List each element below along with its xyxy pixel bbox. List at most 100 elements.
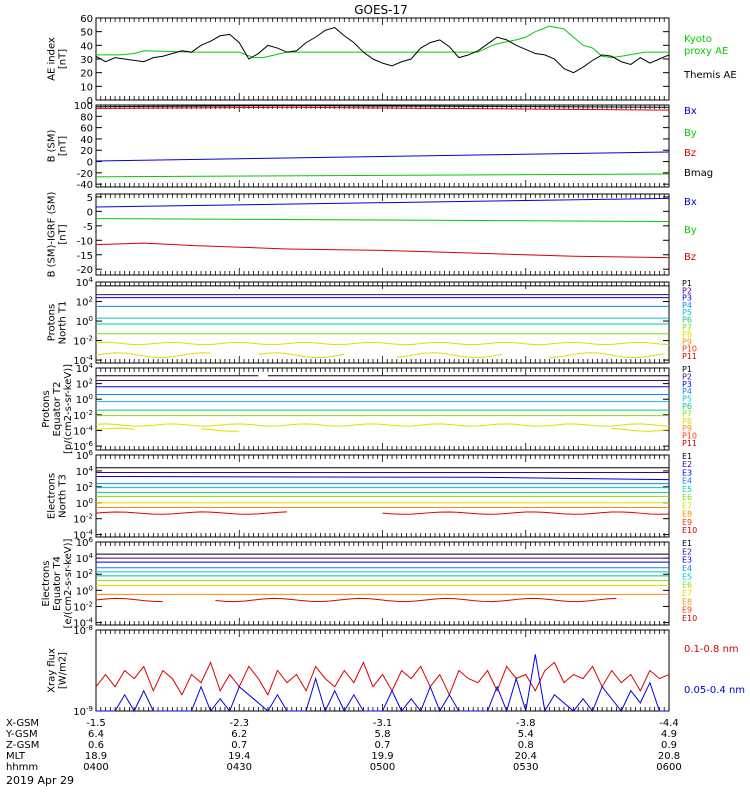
orbit-value: 5.4 (518, 729, 534, 740)
legend-entry: P8 (682, 330, 692, 339)
y-tick-exponent: -8 (86, 624, 93, 632)
legend-entry: Bmag (684, 168, 713, 179)
legend-entry: P11 (682, 352, 697, 361)
series-line-E3 (95, 475, 670, 481)
orbit-value: -2.3 (229, 718, 249, 729)
series-segment-P9 (200, 428, 240, 432)
legend-entry: P9 (682, 337, 692, 346)
series-line-Bx (95, 197, 670, 208)
y-tick-exponent: 6 (89, 449, 94, 457)
legend-entry: P8 (682, 417, 692, 426)
y-axis-label: North T3 (58, 474, 69, 518)
series-line-Themis AE (95, 27, 670, 74)
series-segment-P9 (95, 427, 135, 431)
legend-entry: Bx (684, 197, 697, 208)
legend-entry: E4 (682, 477, 692, 486)
y-tick-exponent: 0 (89, 315, 93, 323)
legend-entry: By (684, 225, 697, 236)
y-tick-label: 30 (80, 55, 93, 66)
y-tick-label: 100 (76, 315, 93, 328)
orbit-value: 19.9 (371, 751, 393, 762)
y-axis-label: B (SM) (47, 129, 58, 162)
series-group (95, 375, 670, 432)
y-tick-exponent: -2 (86, 600, 93, 608)
legend-entry: P11 (682, 439, 697, 448)
series-line-Kyoto proxy AE (96, 25, 669, 59)
legend-entry: E6 (682, 581, 692, 590)
series-segment-P9 (95, 352, 211, 359)
orbit-value: 6.4 (88, 729, 104, 740)
x-ticks (95, 630, 670, 711)
y-tick-exponent: 2 (89, 378, 93, 386)
y-tick-exponent: 2 (89, 481, 93, 489)
y-tick-exponent: 4 (89, 465, 94, 473)
y-tick-label: 0 (87, 158, 93, 169)
series-group (95, 197, 670, 259)
panel-frame (95, 281, 670, 364)
y-tick-exponent: 6 (89, 536, 94, 544)
y-tick-label: -5 (83, 222, 93, 233)
y-axis-label: Equator T2 (52, 382, 63, 437)
series-segment-P9 (258, 352, 345, 359)
legend-entry: 0.05-0.4 nm (684, 685, 745, 696)
y-tick-label: 100 (76, 497, 93, 510)
y-tick-label: 0 (87, 207, 93, 218)
y-tick-label: 10-2 (73, 335, 93, 348)
legend-entry: P5 (682, 308, 692, 317)
orbit-value: 4.9 (661, 729, 677, 740)
y-tick-label: -10 (77, 236, 93, 247)
legend-entry: P1 (682, 279, 692, 288)
series-line-0.05-0.4 nm (96, 654, 669, 713)
legend-entry: P4 (682, 387, 692, 396)
legend-entry: E5 (682, 485, 692, 494)
y-tick-label: 60 (80, 14, 93, 25)
y-tick-exponent: -2 (86, 335, 93, 343)
orbit-row-label: Y-GSM (5, 729, 38, 740)
legend-entry: Kyoto (684, 34, 712, 45)
series-group (95, 654, 670, 713)
y-axis-label: Protons (47, 304, 58, 341)
legend-entry: E9 (682, 518, 692, 527)
y-tick-label: 100 (74, 101, 93, 112)
orbit-value: -3.1 (373, 718, 393, 729)
series-group (95, 285, 670, 359)
legend-entry: P6 (682, 402, 692, 411)
x-ticks (95, 282, 670, 363)
legend-entry: proxy AE (684, 46, 728, 57)
legend-entry: P4 (682, 301, 692, 310)
y-tick-label: 60 (80, 124, 93, 135)
orbit-value: 0.7 (231, 740, 247, 751)
legend-entry: E7 (682, 589, 692, 598)
orbit-value: 0430 (227, 762, 252, 773)
y-tick-label: 10-9 (73, 705, 93, 718)
orbit-value: 0530 (513, 762, 538, 773)
y-tick-label: 40 (80, 41, 93, 52)
series-line-Bz (95, 242, 670, 259)
y-tick-label: 106 (76, 449, 94, 462)
series-line-Bz (95, 106, 670, 111)
legend-entry: E9 (682, 606, 692, 615)
y-tick-label: 100 (76, 584, 93, 597)
orbit-value: 20.8 (658, 751, 680, 762)
y-axis-label: [p/(cm2-s-sr-keV)] (63, 364, 74, 454)
y-tick-label: 10-8 (73, 624, 93, 637)
y-tick-exponent: -2 (86, 409, 93, 417)
legend-entry: P2 (682, 372, 692, 381)
date-label: 2019 Apr 29 (6, 774, 74, 787)
orbit-value: 0.6 (88, 740, 104, 751)
y-tick-label: -40 (77, 180, 93, 191)
legend-entry: E7 (682, 501, 692, 510)
legend: Bx By Bz (684, 197, 697, 263)
x-ticks (95, 18, 670, 100)
y-tick-label: 20 (80, 69, 93, 80)
legend-entry: P7 (682, 323, 692, 332)
legend-entry: E4 (682, 564, 692, 573)
series-segment-P9 (611, 427, 670, 432)
legend-entry: E1 (682, 539, 692, 548)
legend-entry: E2 (682, 460, 692, 469)
